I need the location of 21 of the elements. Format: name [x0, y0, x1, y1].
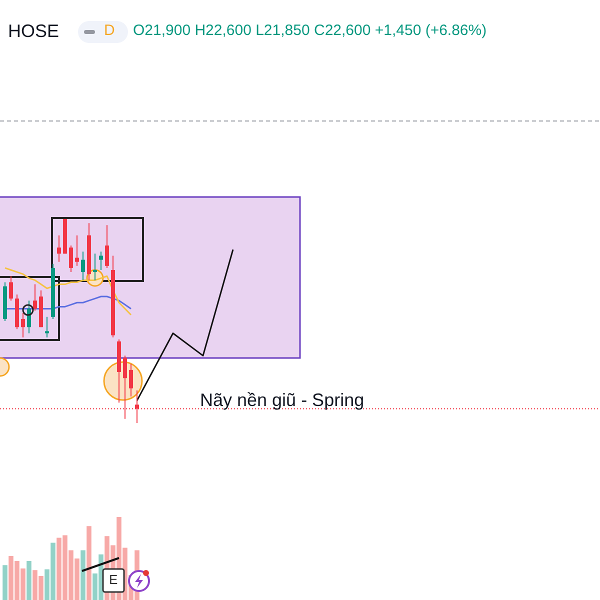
candlestick — [93, 253, 97, 281]
candlestick — [105, 224, 109, 268]
bar — [80, 550, 86, 600]
candlestick — [129, 363, 133, 397]
candlestick — [45, 316, 49, 338]
annotation: Nãy nền giũ - Spring — [200, 390, 364, 411]
text: O21,900 H22,600 L21,850 C22,600 +1,450 (+6.86%) — [133, 22, 487, 39]
candlestick — [57, 234, 61, 262]
text: D — [104, 22, 115, 39]
candlestick — [69, 245, 73, 273]
candlestick — [81, 251, 85, 281]
candlestick — [99, 251, 103, 270]
bar — [2, 565, 8, 600]
bar — [86, 526, 92, 600]
candlestick — [75, 234, 79, 266]
candlestick — [33, 284, 37, 312]
annotation: E — [109, 572, 118, 587]
chart-title: HOSE — [8, 21, 60, 42]
bar — [26, 560, 32, 600]
candlestick — [9, 276, 13, 302]
candlestick — [21, 312, 25, 338]
